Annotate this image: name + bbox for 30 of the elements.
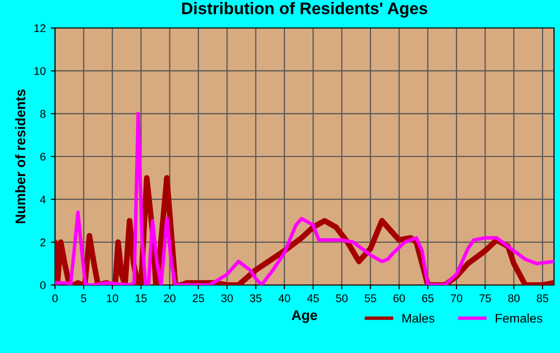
legend-label: Females	[496, 314, 542, 323]
x-tick-label: 85	[536, 294, 548, 302]
y-tick-label: 8	[40, 110, 46, 118]
y-tick-label: 12	[34, 24, 46, 32]
y-tick-label: 6	[40, 152, 46, 161]
x-tick-label: 60	[394, 294, 405, 302]
x-tick-label: 5	[81, 294, 86, 302]
y-tick-label: 0	[40, 281, 46, 290]
x-tick-label: 30	[221, 294, 233, 302]
x-tick-label: 15	[136, 294, 147, 302]
y-tick-label: 4	[40, 196, 46, 204]
y-tick-label: 10	[34, 67, 46, 75]
x-tick-label: 75	[480, 294, 491, 302]
x-tick-label: 65	[422, 294, 434, 302]
chart-title: Distribution of Residents' Ages	[182, 2, 428, 18]
x-tick-label: 45	[307, 294, 319, 302]
x-tick-label: 40	[278, 294, 290, 302]
x-tick-label: 35	[250, 294, 262, 302]
x-tick-label: 50	[336, 294, 348, 302]
x-tick-label: 70	[450, 294, 462, 302]
y-tick-label: 2	[40, 238, 46, 246]
x-tick-label: 20	[164, 294, 176, 302]
x-tick-label: 55	[364, 294, 376, 302]
x-tick-label: 0	[52, 294, 58, 302]
y-axis-title: Number of residents	[15, 90, 26, 224]
x-tick-label: 80	[508, 294, 520, 302]
x-tick-label: 10	[107, 294, 118, 302]
legend-label: Males	[402, 314, 434, 323]
x-tick-label: 25	[192, 294, 204, 302]
x-axis-title: Age	[292, 310, 318, 323]
